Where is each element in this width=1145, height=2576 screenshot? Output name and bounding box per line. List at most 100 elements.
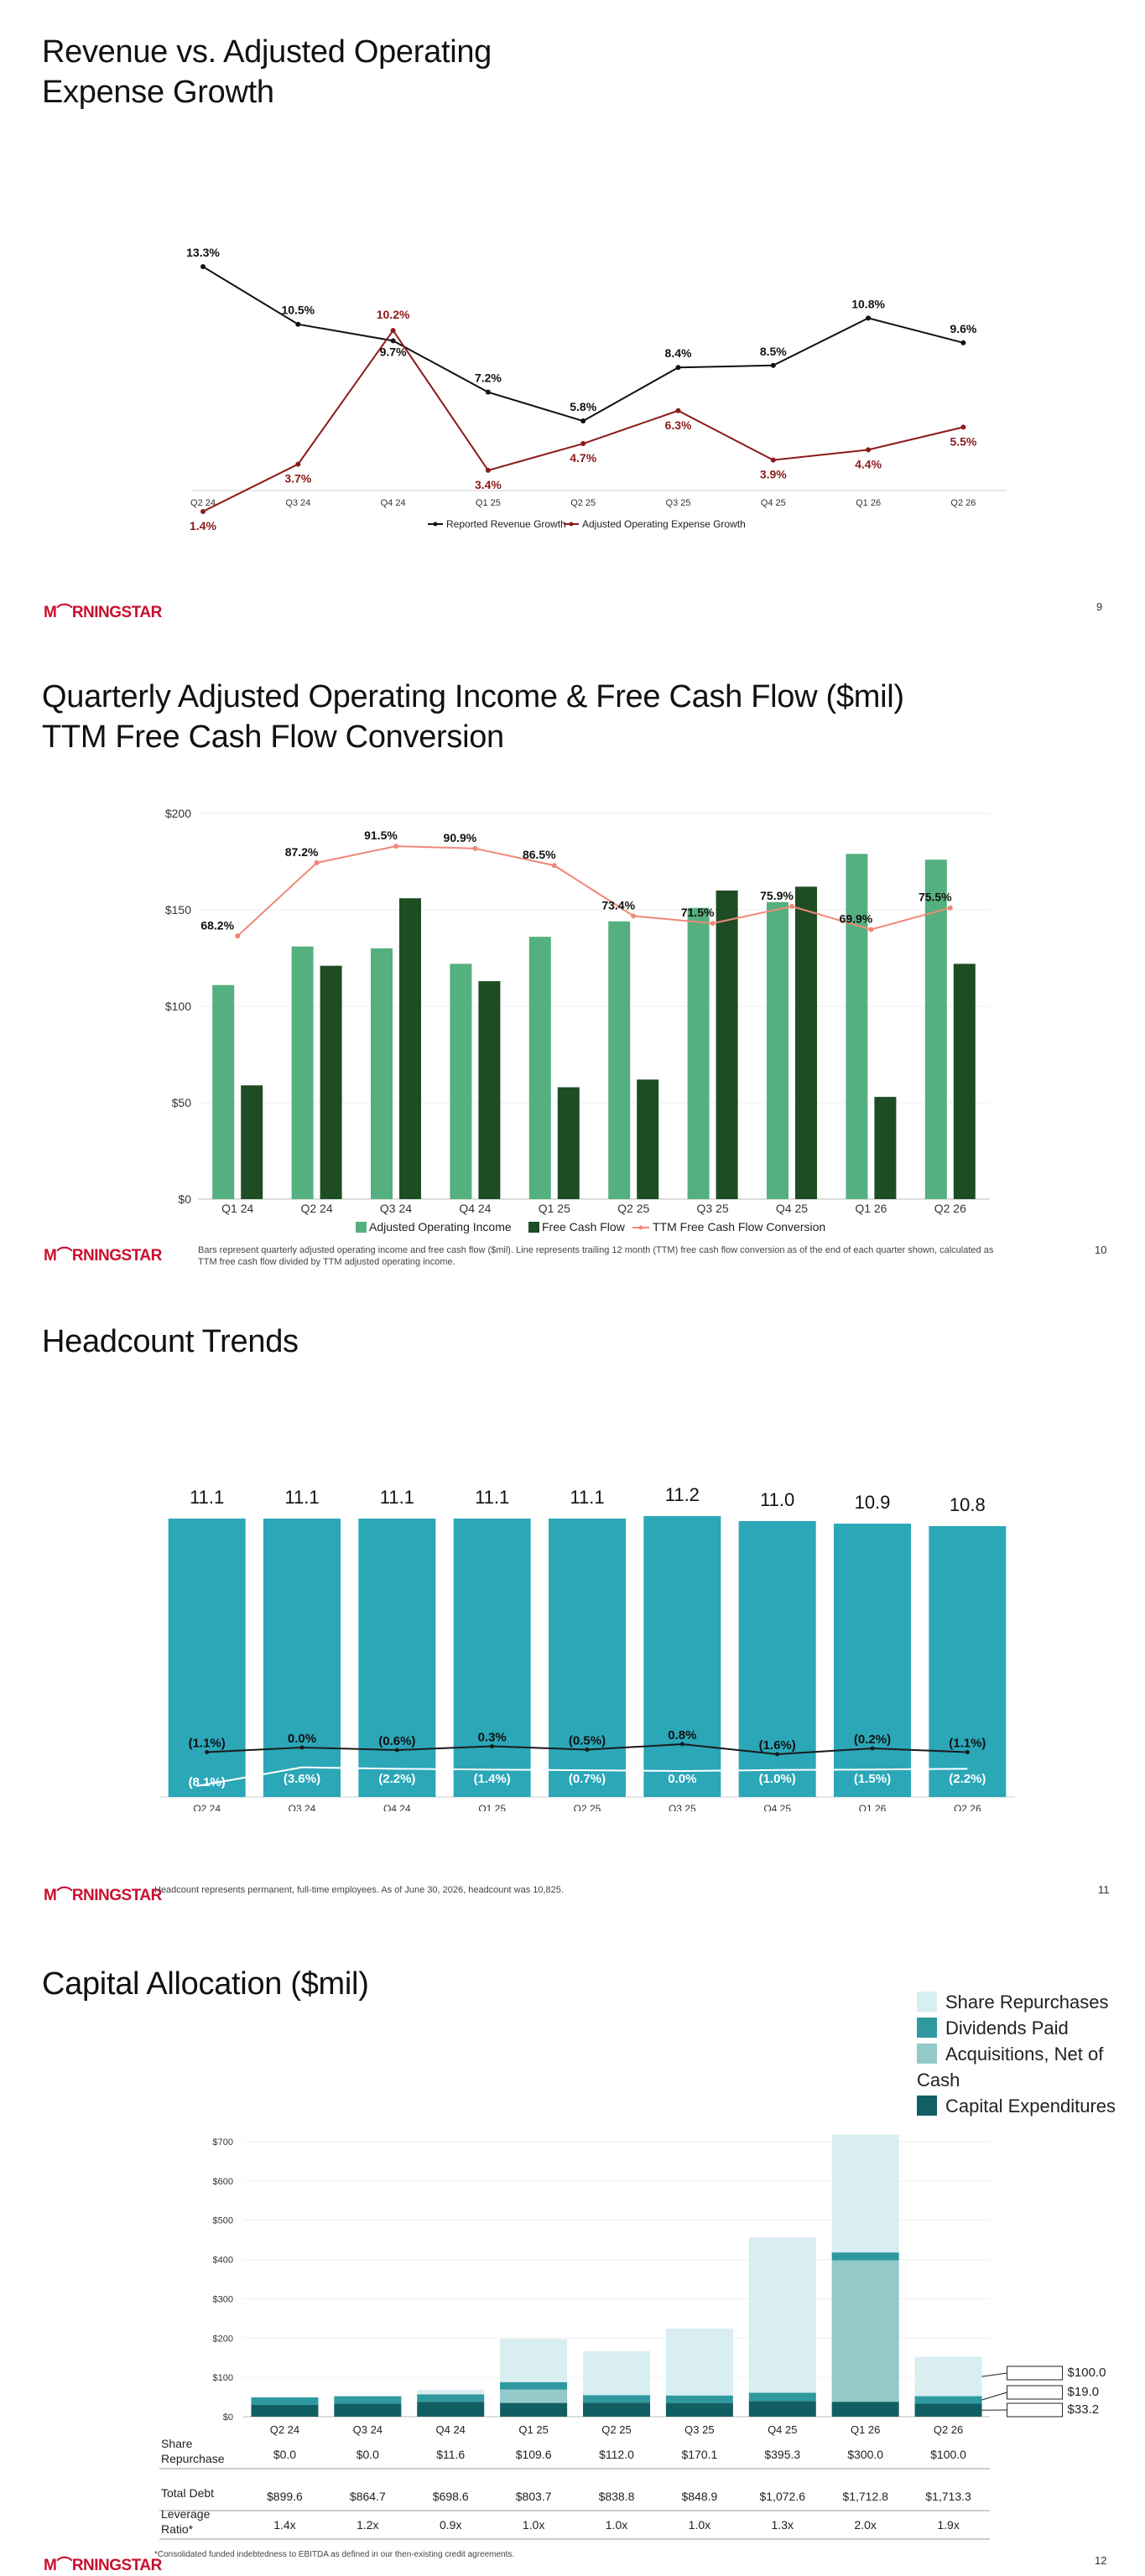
opex-growth-label: 3.9% xyxy=(760,468,787,481)
free-cash-flow-bar xyxy=(874,1097,897,1199)
revenue-growth-point xyxy=(580,418,586,424)
revenue-vs-expense-line-chart: 13.3% 10.5% 9.7% 7.2% 5.8% 8.4% 8.5% 10.8% 9.6% 1… xyxy=(186,246,1007,532)
legend-opex-label: Adjusted Operating Expense Growth xyxy=(582,518,746,530)
y-tick-label: $400 xyxy=(213,2256,233,2266)
y-tick-label: $50 xyxy=(172,1096,192,1109)
free-cash-flow-bar xyxy=(953,963,976,1199)
headcount-bar xyxy=(263,1518,341,1797)
revenue-growth-label: 8.4% xyxy=(665,346,692,360)
ttm-fcf-conversion-label: 68.2% xyxy=(200,918,234,932)
revenue-growth-point xyxy=(390,338,396,344)
legend-aoi-swatch xyxy=(356,1222,367,1233)
stacked-bar-segment xyxy=(334,2396,402,2404)
adjusted-operating-income-bar xyxy=(212,984,235,1199)
y-tick-label: $150 xyxy=(165,903,191,917)
y-tick-label: $700 xyxy=(213,2137,233,2148)
slide4-title: Capital Allocation ($mil) xyxy=(42,1966,369,2002)
callout-value: $100.0 xyxy=(1068,2366,1106,2380)
yoy-growth-label: (1.4%) xyxy=(474,1772,511,1786)
ttm-fcf-conversion-point xyxy=(472,845,478,851)
sequential-growth-point xyxy=(394,1748,399,1753)
sequential-growth-label: 0.0% xyxy=(288,1732,316,1746)
adjusted-operating-income-bar xyxy=(924,860,947,1199)
ttm-fcf-conversion-point xyxy=(393,844,398,849)
slide1-title-line1: Revenue vs. Adjusted Operating xyxy=(42,34,492,70)
free-cash-flow-bar xyxy=(637,1079,659,1199)
headcount-bar-chart: 11.1Q2 24(1.1%)(8.1%)11.1Q3 240.0%(3.6%)… xyxy=(159,1484,1015,1811)
x-tick-label: Q2 24 xyxy=(190,498,216,508)
ttm-fcf-conversion-label: 91.5% xyxy=(364,828,398,842)
x-tick-label: Q1 25 xyxy=(518,2423,548,2436)
stacked-bar-segment xyxy=(748,2237,816,2393)
opex-growth-label: 3.7% xyxy=(284,472,311,486)
ttm-fcf-conversion-label: 86.5% xyxy=(523,848,556,861)
yoy-growth-label: (1.5%) xyxy=(854,1772,891,1786)
table-cell: $803.7 xyxy=(516,2490,552,2503)
table-row-label: Total Debt xyxy=(161,2486,214,2500)
free-cash-flow-bar xyxy=(716,891,738,1199)
callout-box xyxy=(1007,2385,1064,2400)
legend-revenue-marker xyxy=(433,522,438,527)
headcount-value-label: 10.9 xyxy=(855,1492,891,1513)
headcount-value-label: 11.1 xyxy=(190,1487,224,1508)
headcount-bar xyxy=(549,1518,626,1797)
stacked-bar-segment xyxy=(831,2402,899,2417)
capital-allocation-legend: Share Repurchases Dividends Paid Acquisi… xyxy=(917,1989,1145,2119)
opex-growth-label: 1.4% xyxy=(190,519,216,532)
x-tick-label: Q4 24 xyxy=(381,498,406,508)
sequential-growth-point xyxy=(205,1750,210,1754)
x-tick-label: Q3 25 xyxy=(669,1803,696,1811)
callout-box xyxy=(1007,2402,1064,2418)
x-tick-label: Q1 25 xyxy=(539,1202,570,1215)
ttm-fcf-conversion-point xyxy=(789,903,794,909)
slide4-footnote: *Consolidated funded indebtedness to EBI… xyxy=(154,2550,515,2559)
operating-income-fcf-bar-chart: $0 $50 $100 $150 $200 Q1 24 Q2 24 Q3 24 Q4 24 Q1 … xyxy=(165,807,990,1233)
x-tick-label: Q2 25 xyxy=(617,1202,649,1215)
x-tick-label: Q1 25 xyxy=(476,498,501,508)
stacked-bar-segment xyxy=(417,2394,485,2402)
headcount-bar xyxy=(453,1518,531,1797)
adjusted-operating-income-bar xyxy=(291,946,314,1199)
opex-growth-point xyxy=(960,424,966,430)
stacked-bar-segment xyxy=(831,2252,899,2261)
ttm-fcf-conversion-point xyxy=(314,860,320,865)
table-cell: $11.6 xyxy=(436,2448,465,2461)
revenue-growth-point xyxy=(485,389,491,395)
opex-growth-point xyxy=(200,509,206,514)
revenue-growth-label: 7.2% xyxy=(475,371,502,385)
callout-box xyxy=(1007,2366,1064,2381)
table-cell: 2.0x xyxy=(854,2518,876,2532)
legend-line-label: TTM Free Cash Flow Conversion xyxy=(653,1220,825,1233)
adjusted-operating-income-bar xyxy=(450,963,472,1199)
sequential-growth-label: (1.6%) xyxy=(759,1738,796,1753)
x-tick-label: Q2 24 xyxy=(270,2423,299,2436)
x-tick-label: Q4 25 xyxy=(776,1202,808,1215)
x-tick-label: Q2 24 xyxy=(301,1202,333,1215)
table-cell: $300.0 xyxy=(847,2448,883,2461)
x-tick-label: Q3 25 xyxy=(666,498,691,508)
free-cash-flow-bar xyxy=(320,965,342,1199)
headcount-value-label: 10.8 xyxy=(950,1494,986,1515)
x-tick-label: Q4 24 xyxy=(459,1202,491,1215)
headcount-bar xyxy=(168,1518,246,1797)
ttm-fcf-conversion-point xyxy=(868,927,874,932)
revenue-growth-point xyxy=(866,315,872,321)
x-tick-label: Q3 24 xyxy=(285,498,310,508)
morningstar-logo: M⌒RNINGSTAR xyxy=(44,1887,162,1904)
opex-growth-point xyxy=(485,467,491,473)
opex-growth-point xyxy=(295,461,301,467)
legend-acquisitions: Acquisitions, Net of Cash xyxy=(917,2044,1104,2090)
x-tick-label: Q3 25 xyxy=(697,1202,729,1215)
ttm-fcf-conversion-line xyxy=(237,845,951,937)
table-row-label: Share xyxy=(161,2437,193,2450)
callout-value: $33.2 xyxy=(1068,2402,1100,2417)
x-tick-label: Q2 26 xyxy=(934,1202,966,1215)
yoy-growth-label: (2.2%) xyxy=(378,1772,415,1786)
x-tick-label: Q2 26 xyxy=(934,2423,963,2436)
adjusted-operating-income-bar xyxy=(846,854,868,1199)
free-cash-flow-bar xyxy=(241,1085,263,1199)
sequential-growth-point xyxy=(870,1746,875,1751)
slide3-title: Headcount Trends xyxy=(42,1324,299,1359)
opex-growth-point xyxy=(866,447,872,453)
callout-leader xyxy=(981,2372,1007,2377)
